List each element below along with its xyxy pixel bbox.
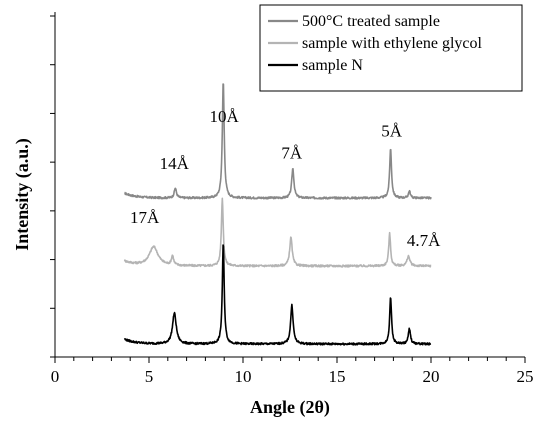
plot-area — [123, 83, 432, 346]
x-tick-label: 20 — [423, 367, 440, 386]
series-line-1 — [123, 197, 432, 268]
legend-box — [259, 4, 523, 92]
peak-label: 10Å — [210, 107, 240, 126]
peak-label: 4.7Å — [407, 231, 441, 250]
peak-label: 14Å — [160, 154, 190, 173]
legend-label: sample with ethylene glycol — [302, 35, 483, 52]
x-axis-title: Angle (2θ) — [250, 397, 330, 418]
x-tick-label: 5 — [145, 367, 154, 386]
y-axis-title: Intensity (a.u.) — [12, 138, 33, 251]
peak-annotations: 10Å 14Å 7Å 5Å 17Å 4.7Å — [130, 107, 441, 250]
peak-label: 5Å — [381, 122, 403, 141]
legend: 500°C treated sample sample with ethylene… — [259, 4, 523, 92]
x-tick-label: 25 — [517, 367, 534, 386]
peak-label: 17Å — [130, 208, 160, 227]
axes: 0 5 10 15 20 25 — [50, 12, 534, 386]
peak-label: 7Å — [281, 143, 303, 162]
x-tick-label: 15 — [329, 367, 346, 386]
legend-label: sample N — [302, 57, 363, 74]
series-line-2 — [123, 244, 432, 346]
x-tick-label: 10 — [235, 367, 252, 386]
series-line-0 — [124, 83, 432, 200]
x-tick-label: 0 — [51, 367, 60, 386]
legend-label: 500°C treated sample — [302, 13, 440, 30]
